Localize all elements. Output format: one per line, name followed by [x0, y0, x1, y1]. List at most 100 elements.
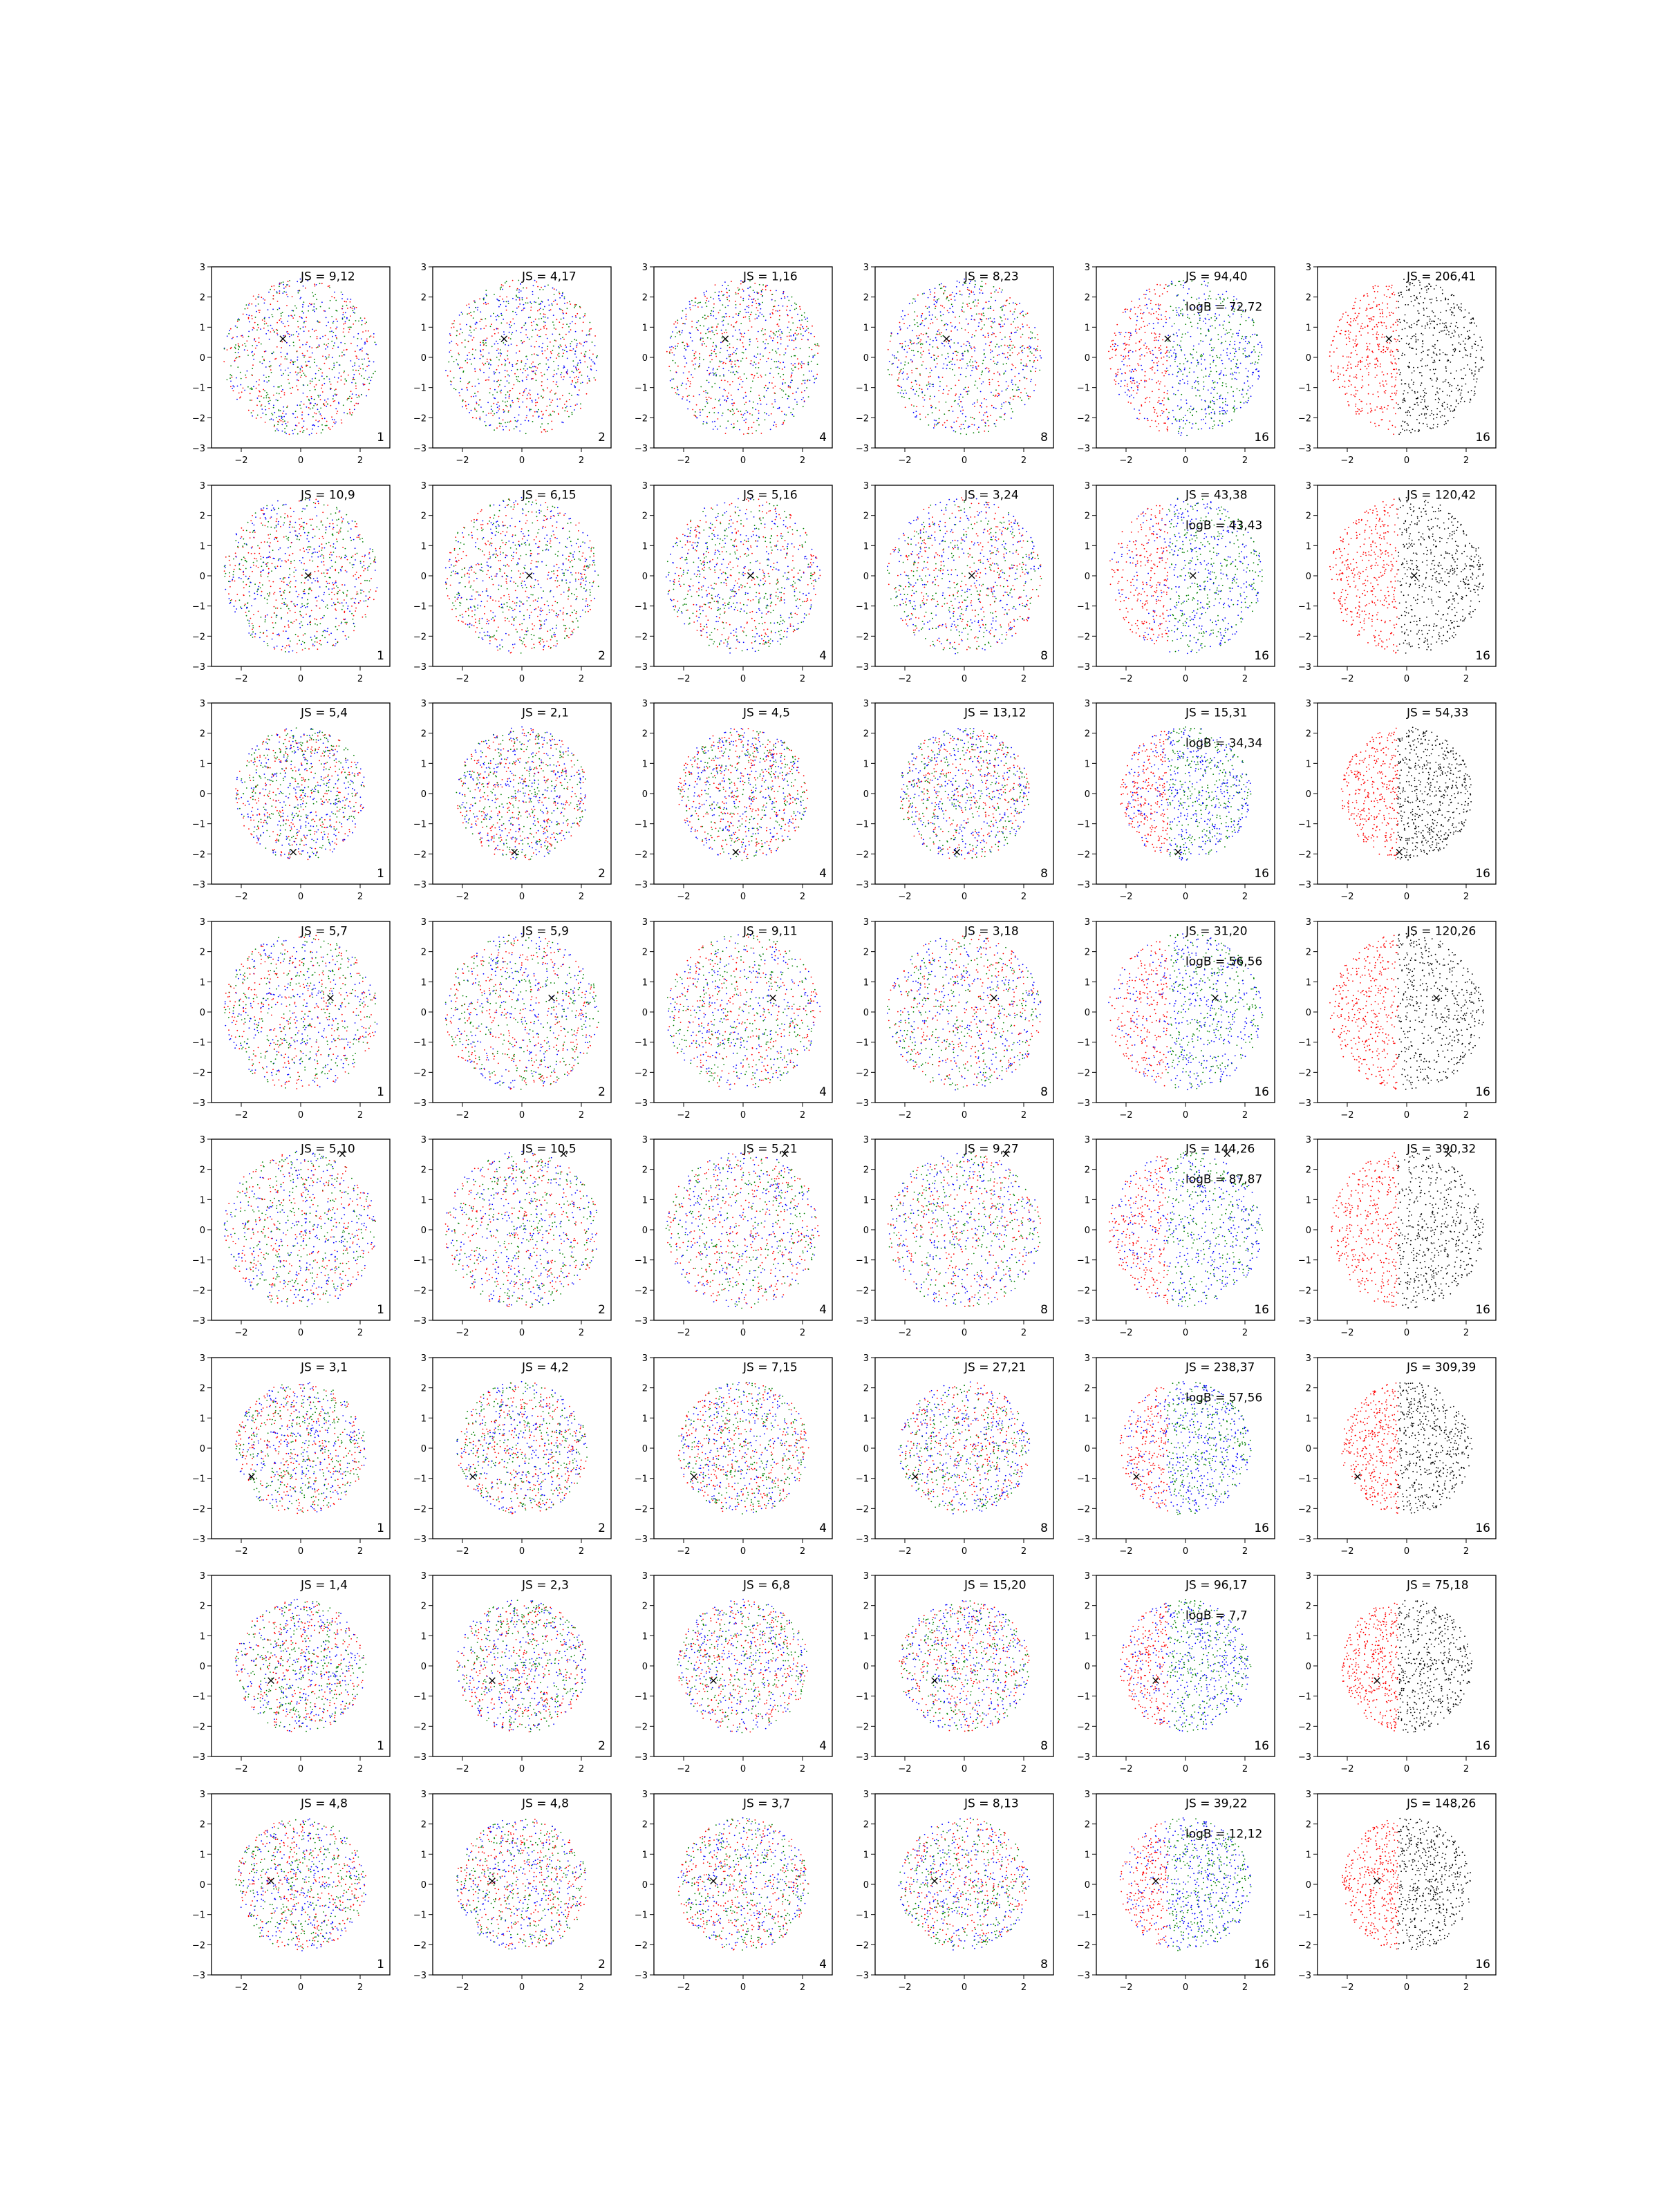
scatter-point	[798, 362, 800, 364]
scatter-point	[929, 344, 930, 346]
scatter-point	[1257, 355, 1259, 357]
scatter-point	[920, 352, 921, 354]
scatter-point	[917, 337, 919, 339]
scatter-point	[319, 399, 321, 401]
scatter-point	[691, 340, 693, 341]
scatter-point	[1150, 426, 1151, 428]
scatter-point	[1159, 415, 1161, 417]
scatter-point	[344, 343, 346, 344]
scatter-point	[253, 386, 254, 388]
scatter-point	[468, 335, 470, 336]
scatter-point	[351, 393, 353, 395]
scatter-point	[780, 331, 782, 332]
scatter-point	[698, 394, 700, 395]
scatter-point	[957, 403, 959, 405]
scatter-point	[753, 375, 756, 377]
scatter-point	[305, 361, 307, 363]
scatter-point	[335, 388, 337, 390]
scatter-point	[769, 373, 771, 374]
scatter-point	[1136, 392, 1138, 394]
scatter-point	[1451, 332, 1453, 334]
scatter-point	[726, 357, 728, 359]
scatter-point	[566, 357, 568, 359]
scatter-point	[304, 374, 306, 376]
scatter-point	[689, 332, 691, 334]
scatter-point	[901, 386, 902, 388]
scatter-point	[569, 349, 571, 351]
scatter-point	[705, 390, 706, 392]
scatter-point	[727, 344, 729, 346]
scatter-point	[997, 380, 999, 382]
scatter-point	[1152, 391, 1153, 393]
scatter-point	[329, 299, 331, 301]
scatter-point	[1245, 401, 1247, 403]
scatter-point	[1040, 357, 1042, 359]
scatter-point	[1215, 313, 1217, 315]
scatter-point	[1412, 335, 1414, 337]
scatter-point	[950, 321, 952, 324]
scatter-point	[1443, 415, 1445, 417]
scatter-point	[466, 324, 467, 326]
scatter-point	[350, 414, 353, 416]
scatter-point	[251, 400, 253, 401]
scatter-point	[569, 376, 571, 378]
scatter-point	[747, 330, 749, 331]
scatter-point	[516, 378, 518, 380]
scatter-point	[326, 344, 328, 346]
scatter-point	[1011, 332, 1013, 335]
scatter-point	[315, 373, 317, 375]
scatter-point	[699, 357, 700, 359]
scatter-point	[552, 345, 554, 347]
scatter-point	[926, 368, 927, 370]
scatter-point	[287, 296, 289, 298]
scatter-point	[734, 364, 736, 366]
scatter-point	[335, 299, 337, 301]
scatter-point	[1034, 327, 1035, 328]
scatter-point	[291, 310, 293, 312]
scatter-point	[952, 306, 953, 308]
scatter-point	[252, 295, 254, 297]
scatter-point	[946, 368, 948, 370]
scatter-point	[930, 291, 932, 293]
scatter-point	[317, 320, 319, 322]
scatter-point	[1449, 395, 1450, 397]
scatter-point	[951, 292, 953, 294]
scatter-point	[1423, 414, 1425, 416]
scatter-point	[359, 368, 362, 369]
scatter-point	[292, 362, 294, 364]
scatter-point	[899, 321, 901, 324]
y-tick-label: 2	[642, 293, 648, 303]
scatter-point	[1257, 362, 1259, 364]
scatter-point	[1141, 364, 1142, 366]
scatter-point	[508, 337, 509, 339]
scatter-point	[751, 414, 753, 416]
scatter-point	[975, 380, 977, 382]
scatter-point	[1156, 382, 1158, 384]
scatter-point	[281, 430, 283, 432]
scatter-point	[1207, 282, 1209, 284]
scatter-point	[353, 379, 355, 380]
scatter-point	[276, 334, 279, 336]
scatter-point	[1219, 397, 1221, 400]
scatter-point	[736, 348, 738, 350]
scatter-point	[468, 312, 470, 315]
scatter-point	[1218, 373, 1220, 375]
scatter-point	[234, 359, 236, 362]
scatter-point	[1238, 372, 1240, 374]
scatter-point	[760, 400, 761, 402]
scatter-point	[742, 288, 744, 290]
scatter-point	[1353, 346, 1354, 348]
scatter-point	[753, 377, 755, 379]
scatter-point	[545, 363, 547, 365]
scatter-point	[508, 375, 510, 377]
scatter-point	[520, 423, 522, 425]
scatter-point	[1437, 402, 1439, 404]
scatter-point	[1039, 355, 1041, 357]
scatter-point	[1220, 343, 1222, 344]
scatter-point	[972, 365, 974, 366]
scatter-point	[326, 424, 328, 427]
scatter-point	[228, 332, 230, 335]
scatter-point	[935, 424, 937, 426]
scatter-point	[458, 353, 460, 354]
scatter-point	[308, 398, 310, 400]
